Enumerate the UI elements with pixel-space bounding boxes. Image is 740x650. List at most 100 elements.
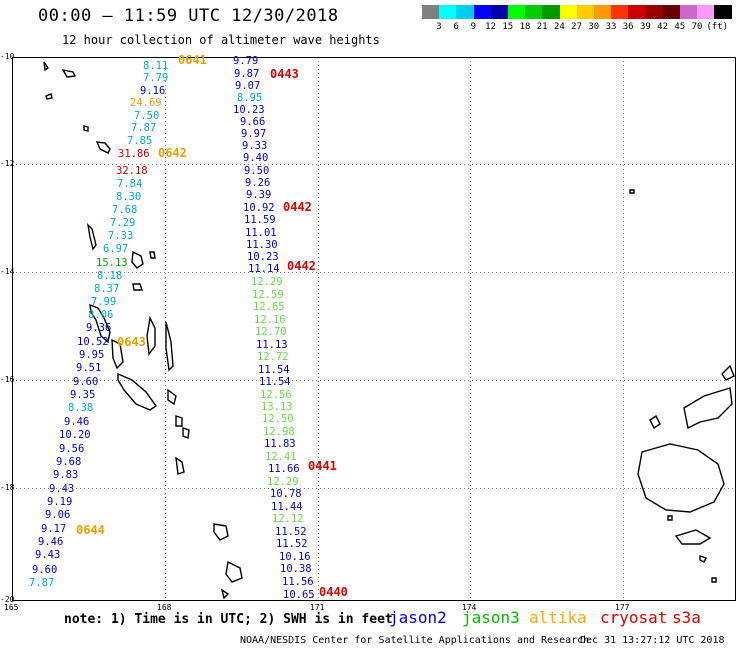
island-coastlines: [43, 61, 735, 600]
wave-height-value: 9.43: [35, 549, 61, 561]
wave-height-value: 11.83: [264, 438, 296, 450]
island-21: [220, 588, 230, 600]
satellite-name: jason3: [462, 608, 520, 627]
lat-lon-grid: [12, 57, 735, 601]
wave-height-value: 9.43: [49, 483, 75, 495]
wave-height-value: 7.84: [117, 178, 143, 190]
wave-height-value: 10.92: [243, 202, 275, 214]
pass-time-label: 0642: [158, 146, 187, 160]
island-6: [86, 222, 97, 251]
legend-swatch: [662, 5, 681, 19]
pass-time-label: 0443: [270, 67, 299, 81]
pass-time-label: 0644: [76, 523, 105, 537]
wave-height-value: 9.26: [245, 177, 271, 189]
satellite-name: altika: [529, 608, 587, 627]
island-8: [149, 251, 156, 259]
fiji-islet-3: [699, 555, 707, 563]
island-9: [132, 283, 143, 291]
legend-swatch: [525, 5, 544, 19]
wave-height-value: 9.68: [56, 456, 82, 468]
longitude-label: 171: [310, 603, 325, 612]
wave-height-value: 7.87: [131, 122, 157, 134]
fiji-kadavu: [674, 529, 712, 545]
wave-height-value: 9.60: [73, 376, 99, 388]
legend-swatch: [542, 5, 561, 19]
wave-height-value: 31.86: [118, 148, 150, 160]
wave-height-value: 9.56: [59, 443, 85, 455]
wave-height-value: 12.12: [272, 513, 304, 525]
fiji-islet-1: [649, 414, 661, 430]
wave-height-value: 10.38: [280, 563, 312, 575]
wave-height-value: 7.68: [112, 204, 138, 216]
wave-height-value: 7.50: [134, 110, 160, 122]
pass-time-label: 0641: [178, 53, 207, 67]
wave-height-value: 12.70: [255, 326, 287, 338]
pass-time-label: 0442: [283, 200, 312, 214]
wave-height-value: 9.16: [140, 85, 166, 97]
latitude-label: -10: [0, 52, 15, 61]
wave-height-value: 8.95: [237, 92, 263, 104]
island-1: [43, 61, 49, 72]
wave-height-value: 11.13: [256, 339, 288, 351]
legend-unit: (ft): [706, 22, 729, 32]
fiji-viti-levu: [637, 443, 725, 513]
island-15: [167, 388, 177, 406]
wave-height-value: 6.97: [103, 243, 129, 255]
wave-height-value: 9.46: [64, 416, 90, 428]
wave-height-value: 12.50: [262, 413, 294, 425]
pass-time-label: 0441: [308, 459, 337, 473]
legend-label: 6: [453, 22, 459, 32]
wave-height-value: 9.35: [70, 389, 96, 401]
satellite-name: s3a: [672, 608, 701, 627]
wave-height-value: 12.56: [260, 389, 292, 401]
legend-label: 39: [639, 22, 651, 32]
wave-height-value: 24.69: [130, 97, 162, 109]
wave-height-value: 9.46: [38, 536, 64, 548]
wave-height-value: 7.85: [127, 135, 153, 147]
island-4: [83, 125, 89, 132]
legend-swatch: [611, 5, 630, 19]
wave-height-value: 9.19: [47, 496, 73, 508]
wave-height-value: 9.39: [246, 189, 272, 201]
wave-height-value: 12.29: [251, 276, 283, 288]
legend-label: 33: [605, 22, 617, 32]
satellite-name: cryosat: [600, 608, 668, 627]
chart-title: 00:00 – 11:59 UTC 12/30/2018: [38, 6, 339, 26]
wave-height-value: 11.30: [246, 239, 278, 251]
legend-swatch: [594, 5, 612, 19]
latitude-label: -14: [0, 267, 15, 276]
wave-height-value: 7.29: [110, 217, 136, 229]
pass-time-label: 0643: [117, 335, 146, 349]
wave-height-value: 8.11: [143, 60, 169, 72]
wave-height-value: 12.16: [254, 314, 286, 326]
wave-height-value: 9.17: [41, 523, 67, 535]
wave-height-value: 11.44: [271, 501, 303, 513]
legend-label: 12: [485, 22, 497, 32]
legend-swatch: [508, 5, 526, 19]
wave-height-value: 11.52: [275, 526, 307, 538]
legend-label: 18: [519, 22, 531, 32]
wave-height-value: 12.72: [257, 351, 289, 363]
wave-height-value: 9.33: [242, 140, 268, 152]
wave-height-value: 15.13: [96, 257, 128, 269]
wave-height-value: 9.50: [244, 165, 270, 177]
wave-height-value: 9.97: [241, 128, 267, 140]
legend-swatch: [439, 5, 458, 19]
wave-height-value: 11.52: [276, 538, 308, 550]
wave-height-value: 9.66: [240, 116, 266, 128]
wave-height-value: 9.40: [243, 152, 269, 164]
wave-height-value: 10.23: [247, 251, 279, 263]
wave-height-value: 12.29: [267, 476, 299, 488]
fiji-taveuni: [721, 364, 735, 381]
wave-height-value: 9.87: [234, 68, 260, 80]
wave-height-value: 11.56: [282, 576, 314, 588]
legend-swatch: [490, 5, 509, 19]
longitude-label: 165: [4, 603, 19, 612]
island-18: [175, 456, 185, 475]
wave-height-value: 13.13: [261, 401, 293, 413]
wave-height-value: 11.59: [244, 214, 276, 226]
island-13: [165, 321, 174, 372]
wave-height-value: 8.18: [97, 270, 123, 282]
credit-text: NOAA/NESDIS Center for Satellite Applica…: [240, 635, 590, 646]
